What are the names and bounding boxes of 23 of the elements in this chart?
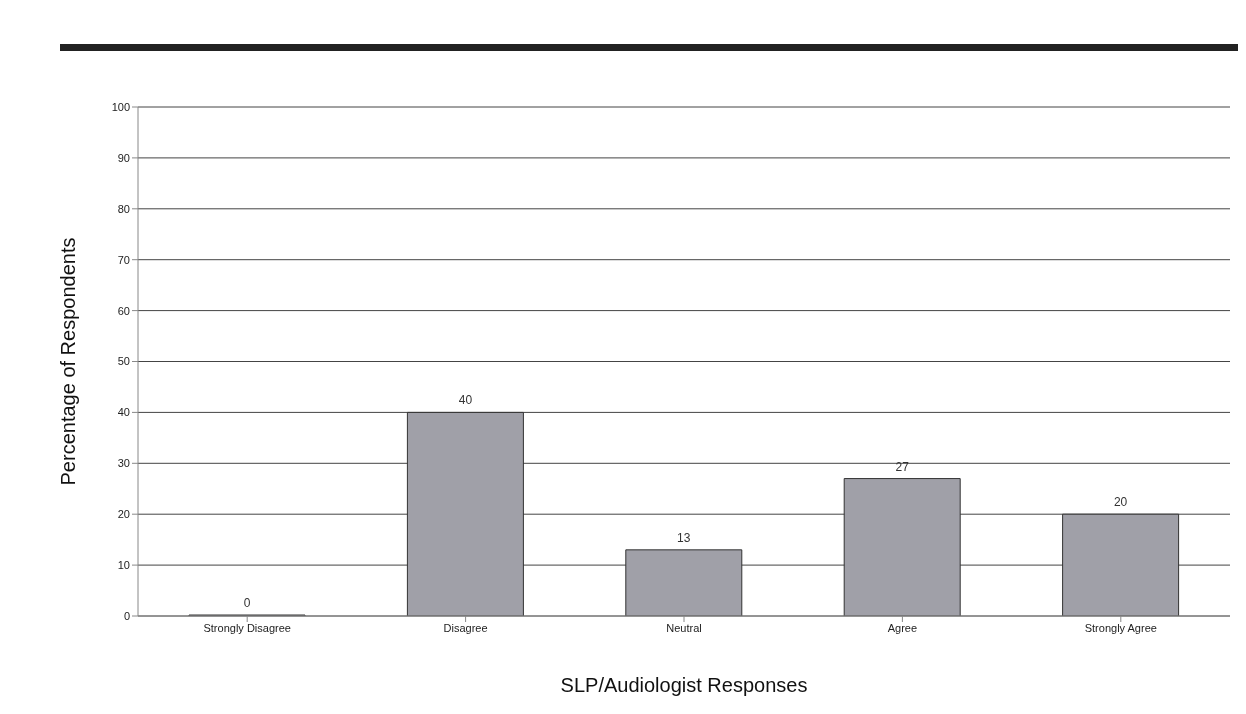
data-label: 40 bbox=[458, 393, 473, 408]
data-label: 13 bbox=[677, 530, 691, 545]
y-tick-label: 50 bbox=[117, 355, 130, 368]
x-axis-title: SLP/Audiologist Responses bbox=[560, 674, 808, 696]
x-tick-label: Strongly Agree bbox=[1084, 621, 1157, 634]
y-tick-label: 70 bbox=[117, 253, 130, 266]
y-tick-label: 20 bbox=[117, 508, 130, 521]
data-label: 0 bbox=[243, 596, 251, 610]
y-tick-label: 40 bbox=[117, 406, 130, 419]
x-tick-label: Neutral bbox=[666, 621, 702, 634]
y-tick-label: 60 bbox=[117, 304, 130, 317]
y-tick-label: 90 bbox=[117, 151, 130, 164]
y-axis-title: Percentage of Respondents bbox=[57, 237, 80, 486]
x-tick-label: Agree bbox=[887, 621, 918, 634]
x-tick-label: Disagree bbox=[443, 621, 488, 634]
data-label: 27 bbox=[895, 459, 910, 474]
y-tick-label: 30 bbox=[117, 457, 130, 470]
x-tick-label: Strongly Disagree bbox=[203, 621, 291, 634]
y-tick-label: 100 bbox=[111, 100, 130, 113]
y-tick-label: 10 bbox=[117, 559, 130, 572]
y-tick-label: 80 bbox=[117, 202, 130, 215]
data-label: 20 bbox=[1113, 495, 1128, 510]
y-tick-label: 0 bbox=[123, 609, 130, 622]
